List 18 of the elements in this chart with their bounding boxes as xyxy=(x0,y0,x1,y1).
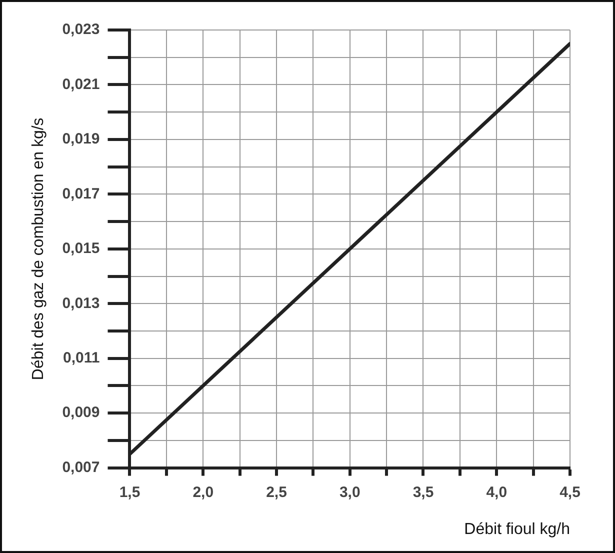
x-tick-label: 2,5 xyxy=(266,484,287,501)
x-tick-label: 1,5 xyxy=(119,484,140,501)
y-tick-label: 0,015 xyxy=(62,240,100,258)
x-tick-label: 3,5 xyxy=(412,484,434,501)
y-tick-label: 0,023 xyxy=(62,21,100,38)
y-tick-label: 0,013 xyxy=(62,294,100,312)
y-tick-label: 0,011 xyxy=(63,349,100,366)
x-tick-label: 3,0 xyxy=(339,484,360,501)
x-tick-label: 2,0 xyxy=(192,484,214,501)
x-tick-label: 4,0 xyxy=(486,484,508,501)
y-tick-label: 0,007 xyxy=(62,458,100,476)
y-tick-label: 0,021 xyxy=(62,76,100,93)
y-tick-label: 0,009 xyxy=(62,404,100,422)
y-tick-label: 0,017 xyxy=(62,185,100,202)
y-tick-label: 0,019 xyxy=(62,130,100,148)
y-axis-title: Débit des gaz de combustion en kg/s xyxy=(30,118,48,380)
x-axis-title: Débit fioul kg/h xyxy=(464,520,570,538)
x-tick-label: 4,5 xyxy=(560,484,580,501)
